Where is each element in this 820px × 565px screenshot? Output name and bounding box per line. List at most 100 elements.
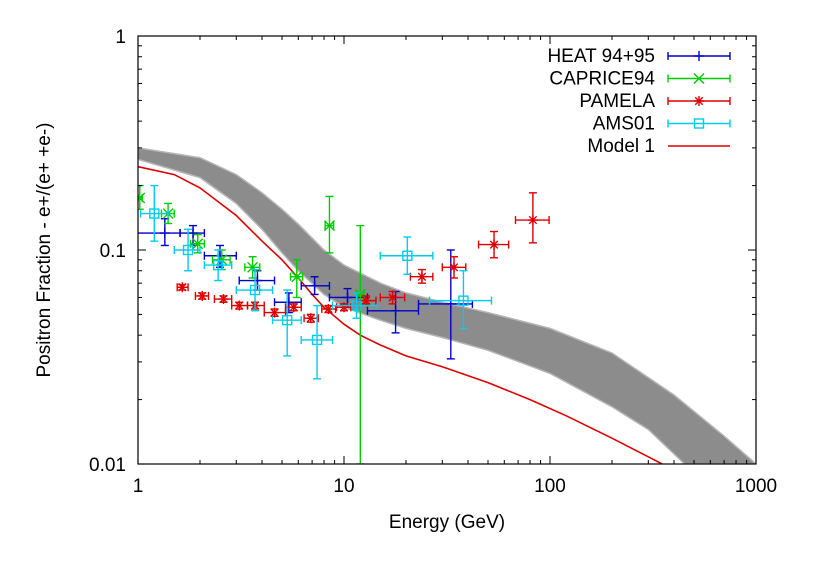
legend-label: CAPRICE94 — [549, 69, 655, 90]
point-marker — [288, 302, 299, 313]
data-point — [213, 294, 233, 305]
data-point — [246, 300, 265, 311]
legend-entry: HEAT 94+95 — [547, 46, 731, 67]
data-point — [477, 230, 510, 259]
data-point — [323, 195, 335, 254]
legend-marker — [694, 51, 704, 61]
data-point — [176, 282, 189, 293]
series-ams01 — [139, 184, 493, 380]
point-marker — [387, 292, 398, 303]
data-point — [179, 224, 206, 247]
legend-swatch — [667, 73, 731, 84]
data-point — [203, 249, 233, 282]
point-marker — [182, 244, 194, 256]
point-marker — [159, 228, 170, 239]
marker-square — [311, 334, 323, 346]
point-marker — [458, 295, 469, 306]
data-point — [514, 192, 550, 244]
marker-square — [282, 314, 293, 326]
legend-swatch — [667, 118, 731, 129]
data-point — [138, 184, 146, 210]
marker-d2 — [361, 296, 371, 305]
point-marker — [390, 305, 401, 316]
x-tick-label: 10 — [333, 476, 354, 497]
marker-d2 — [291, 271, 303, 283]
legend-marker — [693, 73, 705, 84]
point-marker — [323, 220, 335, 232]
x-tick-label: 1000 — [735, 476, 777, 497]
data-series-layer — [138, 184, 550, 464]
data-point — [203, 244, 237, 269]
point-marker — [489, 239, 500, 250]
marker-d2 — [197, 291, 207, 301]
marker-d2 — [489, 240, 499, 249]
data-point — [289, 259, 304, 299]
marker-d2 — [324, 304, 333, 314]
model-band-layer — [138, 147, 756, 464]
point-marker — [351, 300, 362, 311]
point-marker — [212, 259, 224, 271]
point-marker — [282, 314, 293, 326]
legend-marker — [693, 118, 705, 129]
data-point — [284, 302, 302, 313]
legend-marker — [694, 96, 704, 106]
point-marker — [527, 215, 538, 226]
marker-d2 — [219, 294, 228, 304]
y-tick-label: 1 — [115, 27, 126, 48]
point-marker — [339, 302, 349, 313]
data-point — [441, 256, 467, 279]
data-point — [335, 302, 352, 313]
marker-square — [458, 295, 469, 306]
data-point — [235, 268, 274, 312]
legend-swatch — [667, 51, 731, 61]
data-point — [194, 290, 210, 301]
data-point — [271, 289, 302, 357]
marker-d2 — [528, 215, 538, 225]
marker-d2 — [178, 282, 187, 292]
marker-square — [149, 208, 160, 219]
marker-d2 — [138, 192, 146, 201]
legend-label: PAMELA — [579, 91, 655, 112]
data-point — [300, 304, 334, 380]
data-point — [428, 270, 493, 330]
point-marker — [311, 334, 323, 346]
data-point — [211, 249, 231, 271]
marker-d2 — [234, 301, 244, 310]
legend-swatch — [667, 96, 731, 106]
marker-square — [249, 284, 261, 296]
marker-d2 — [192, 238, 204, 250]
data-point — [238, 270, 276, 291]
marker-square — [693, 118, 705, 129]
series-caprice94 — [138, 184, 366, 464]
x-tick-label: 1 — [133, 476, 144, 497]
x-axis-title: Energy (GeV) — [389, 512, 505, 533]
point-marker — [138, 192, 146, 204]
legend-entry: Model 1 — [587, 136, 730, 157]
point-marker — [342, 292, 353, 303]
marker-d2 — [306, 313, 316, 323]
point-marker — [283, 297, 294, 308]
model-line-layer — [138, 165, 663, 464]
point-marker — [214, 250, 225, 261]
data-point — [230, 300, 249, 311]
point-marker — [269, 307, 280, 318]
legend-entry: CAPRICE94 — [549, 69, 731, 90]
marker-square — [402, 250, 413, 261]
data-point — [331, 292, 378, 319]
y-tick-label: 0.01 — [89, 455, 126, 476]
point-marker — [449, 262, 460, 273]
legend-label: HEAT 94+95 — [547, 46, 655, 67]
x-tick-label: 100 — [534, 476, 566, 497]
point-marker — [247, 261, 259, 273]
point-marker — [177, 282, 188, 293]
point-marker — [291, 271, 303, 283]
point-marker — [149, 208, 160, 219]
data-point — [173, 228, 201, 272]
data-point — [321, 304, 337, 315]
marker-square — [212, 259, 224, 271]
point-marker — [249, 284, 261, 296]
marker-square — [182, 244, 194, 256]
data-point — [244, 256, 261, 279]
model-1-line — [138, 165, 663, 464]
